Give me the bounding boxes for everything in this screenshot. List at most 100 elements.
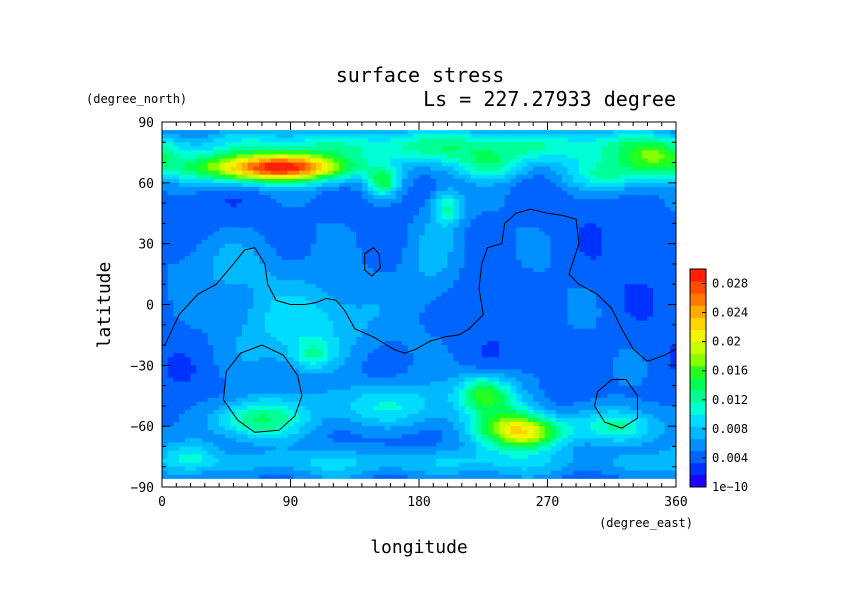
heatmap-cell [447,296,454,302]
heatmap-cell [458,239,466,245]
heatmap-cell [550,243,557,249]
heatmap-cell [304,146,312,151]
heatmap-cell [361,239,369,245]
heatmap-cell [390,324,397,330]
heatmap-cell [270,332,277,338]
heatmap-cell [379,263,386,269]
heatmap-cell [361,122,369,127]
heatmap-cell [350,227,357,233]
heatmap-cell [533,130,540,135]
heatmap-cell [481,324,489,330]
heatmap-cell [293,268,300,273]
heatmap-cell [361,312,369,318]
heatmap-cell [299,158,306,164]
heatmap-cell [379,300,386,306]
heatmap-cell [224,186,232,192]
heatmap-cell [578,207,586,212]
heatmap-cell [664,130,671,135]
heatmap-cell [270,345,277,350]
heatmap-cell [544,304,551,310]
heatmap-cell [458,284,466,289]
heatmap-cell [424,190,432,196]
heatmap-cell [573,336,580,342]
heatmap-cell [464,199,471,204]
heatmap-cell [498,199,506,204]
heatmap-cell [184,130,192,135]
heatmap-cell [658,170,666,176]
heatmap-cell [550,207,557,212]
heatmap-cell [664,207,671,212]
heatmap-cell [607,251,614,257]
heatmap-cell [476,158,483,164]
heatmap-cell [533,296,540,302]
heatmap-cell [510,268,517,273]
heatmap-cell [544,316,551,322]
heatmap-cell [556,199,563,204]
heatmap-cell [236,328,243,334]
heatmap-cell [184,272,192,277]
heatmap-cell [167,272,175,277]
heatmap-cell [276,130,283,135]
heatmap-cell [219,243,226,249]
heatmap-cell [607,215,614,220]
heatmap-cell [401,154,409,160]
heatmap-cell [162,186,169,192]
heatmap-cell [436,316,443,322]
heatmap-cell [236,336,243,342]
heatmap-cell [487,227,494,233]
heatmap-cell [173,199,180,204]
heatmap-cell [424,174,432,180]
heatmap-cell [316,345,323,350]
heatmap-cell [453,134,460,139]
heatmap-cell [276,158,283,164]
heatmap-cell [658,284,666,289]
heatmap-cell [264,304,272,310]
heatmap-cell [464,243,471,249]
heatmap-cell [259,158,266,164]
heatmap-cell [493,227,500,233]
heatmap-cell [573,182,580,188]
heatmap-cell [613,308,620,314]
heatmap-cell [521,336,529,342]
heatmap-cell [584,178,591,184]
heatmap-cell [276,146,283,151]
heatmap-cell [344,207,352,212]
heatmap-cell [310,190,317,196]
heatmap-cell [533,199,540,204]
heatmap-cell [613,227,620,233]
heatmap-cell [236,345,243,350]
heatmap-cell [361,150,369,156]
heatmap-cell [184,138,192,143]
heatmap-cell [476,312,483,318]
heatmap-cell [299,174,306,180]
heatmap-cell [493,284,500,289]
heatmap-cell [458,292,466,297]
heatmap-cell [476,186,483,192]
heatmap-cell [390,154,397,160]
heatmap-cell [590,227,597,233]
heatmap-cell [350,146,357,151]
heatmap-cell [613,223,620,229]
heatmap-cell [527,215,534,220]
heatmap-cell [184,284,192,289]
heatmap-cell [350,158,357,164]
heatmap-cell [384,174,392,180]
heatmap-cell [179,174,186,180]
heatmap-cell [390,182,397,188]
heatmap-cell [287,166,294,172]
heatmap-cell [516,332,523,338]
heatmap-cell [618,312,626,318]
heatmap-cell [356,126,363,131]
heatmap-cell [344,268,352,273]
heatmap-cell [533,122,540,127]
heatmap-cell [230,292,237,297]
heatmap-cell [401,272,409,277]
heatmap-cell [584,186,591,192]
heatmap-cell [162,328,169,334]
heatmap-cell [281,162,289,168]
heatmap-cell [641,227,649,233]
heatmap-cell [647,182,654,188]
heatmap-cell [310,130,317,135]
heatmap-cell [384,288,392,293]
heatmap-cell [498,243,506,249]
